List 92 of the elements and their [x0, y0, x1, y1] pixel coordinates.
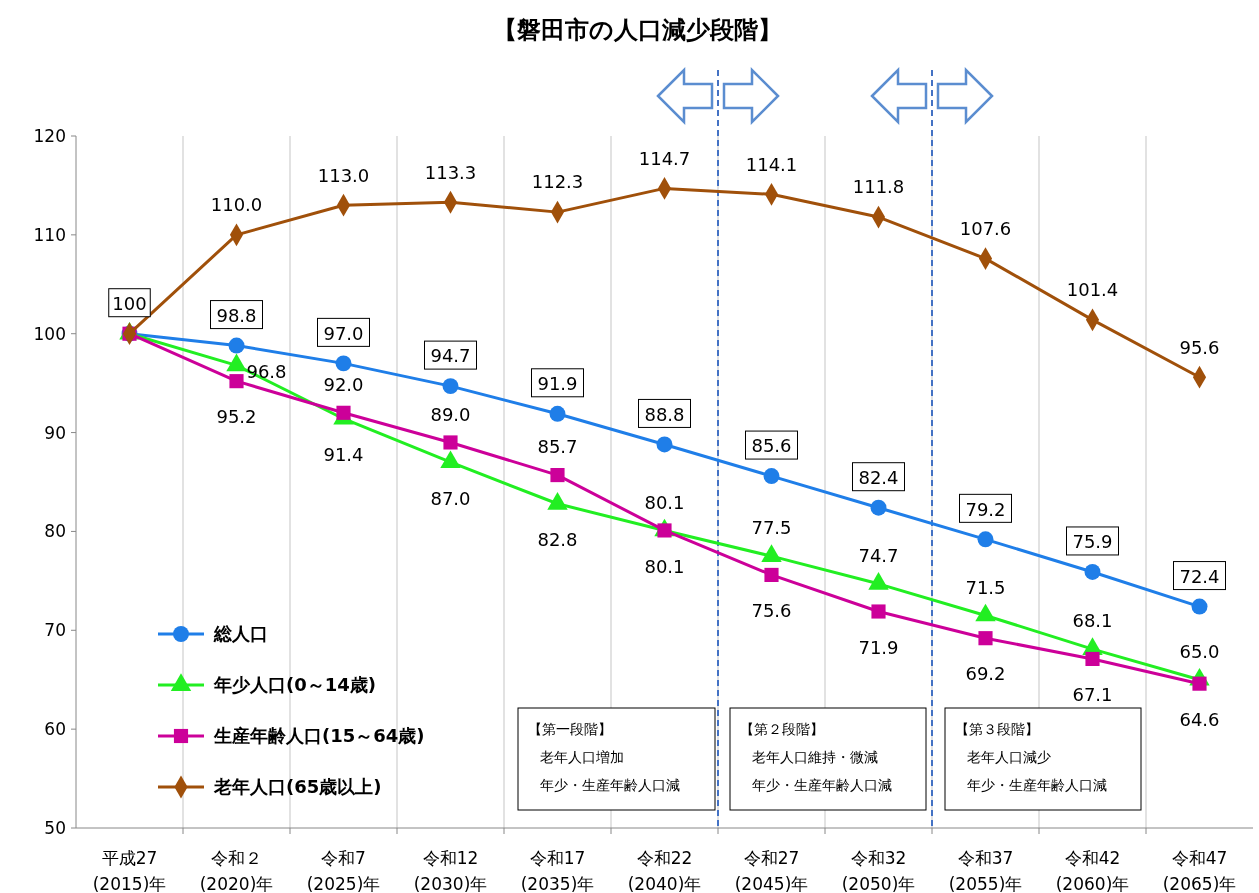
point [763, 468, 780, 485]
point [656, 436, 673, 453]
data-label: 96.8 [246, 360, 287, 382]
data-label: 95.6 [1179, 336, 1220, 358]
y-tick-label: 110 [33, 224, 66, 245]
annotation: 【第３段階】 [955, 721, 1039, 737]
point [1084, 564, 1101, 580]
data-label: 77.5 [751, 517, 792, 539]
data-label: 79.2 [965, 498, 1006, 520]
data-label: 65.0 [1179, 641, 1220, 663]
annotation: 年少・生産年齢人口減 [540, 777, 680, 793]
y-tick-label: 100 [33, 323, 66, 344]
x-tick-label: 平成27 (2015)年 [92, 848, 167, 893]
x-tick-label: 令和47 (2065)年 [1162, 848, 1237, 893]
point [550, 468, 565, 483]
y-tick-label: 60 [44, 719, 66, 740]
data-label: 113.3 [424, 161, 477, 183]
legend-label: 老年人口(65歳以上) [213, 776, 382, 798]
data-label: 71.5 [965, 576, 1006, 598]
data-label: 85.7 [537, 436, 578, 458]
legend-label: 年少人口(0～14歳) [213, 674, 377, 696]
x-tick-label: 令和7 (2025)年 [306, 848, 381, 893]
data-label: 92.0 [323, 374, 364, 396]
data-label: 100 [112, 293, 147, 315]
data-label: 114.1 [745, 153, 798, 175]
x-tick-label: 令和12 (2030)年 [413, 848, 488, 893]
data-label: 87.0 [430, 487, 471, 509]
x-tick-label: 令和27 (2045)年 [734, 848, 809, 893]
data-label: 64.6 [1179, 708, 1220, 730]
data-label: 89.0 [430, 403, 471, 425]
annotation: 年少・生産年齢人口減 [967, 777, 1107, 793]
point [442, 378, 459, 395]
point [977, 531, 994, 548]
y-tick-label: 70 [44, 620, 66, 641]
data-label: 98.8 [216, 304, 257, 326]
annotation: 【第一段階】 [528, 721, 612, 737]
point [1085, 651, 1100, 667]
data-label: 80.1 [644, 491, 685, 513]
data-label: 68.1 [1072, 610, 1113, 632]
data-label: 110.0 [210, 194, 263, 216]
y-tick-label: 80 [44, 521, 66, 542]
annotation: 【第２段階】 [740, 721, 824, 737]
x-tick-label: 令和37 (2055)年 [948, 848, 1023, 893]
data-label: 82.4 [858, 467, 899, 488]
point [871, 604, 886, 619]
x-tick-label: 令和42 (2060)年 [1055, 848, 1130, 893]
data-label: 80.1 [644, 555, 685, 577]
data-label: 112.3 [531, 171, 584, 193]
legend-label: 生産年齢人口(15～64歳) [213, 725, 425, 747]
x-tick-label: 令和32 (2050)年 [841, 848, 916, 893]
data-label: 107.6 [959, 217, 1012, 239]
data-label: 97.0 [323, 322, 364, 344]
data-label: 94.7 [430, 345, 471, 367]
data-label: 101.4 [1066, 279, 1119, 301]
data-label: 67.1 [1072, 684, 1113, 706]
y-tick-label: 90 [44, 422, 66, 443]
point [978, 631, 993, 646]
point [1191, 598, 1208, 615]
data-label: 95.2 [216, 406, 257, 428]
x-tick-label: 令和17 (2035)年 [520, 848, 595, 893]
x-tick-label: 令和２ (2020)年 [199, 848, 274, 893]
point [335, 355, 352, 372]
data-label: 111.8 [852, 176, 905, 198]
point [228, 337, 245, 354]
y-tick-label: 50 [44, 817, 66, 838]
data-label: 88.8 [644, 403, 685, 425]
data-label: 114.7 [638, 147, 691, 169]
data-label: 75.6 [751, 600, 792, 622]
point [336, 405, 351, 420]
annotation: 老年人口維持・微減 [752, 749, 878, 765]
data-label: 72.4 [1179, 565, 1220, 587]
point [549, 405, 566, 422]
data-label: 91.4 [323, 444, 364, 466]
y-tick-label: 120 [33, 125, 66, 146]
data-label: 69.2 [965, 663, 1006, 685]
legend-label: 総人口 [213, 623, 268, 645]
point [870, 499, 887, 516]
x-tick-label: 令和22 (2040)年 [627, 848, 702, 893]
data-label: 113.0 [317, 164, 370, 186]
annotation: 老年人口増加 [540, 749, 624, 765]
point [764, 567, 779, 582]
annotation: 年少・生産年齢人口減 [752, 777, 892, 793]
annotation: 老年人口減少 [967, 749, 1051, 765]
chart-title: 【磐田市の人口減少段階】 [493, 16, 782, 44]
point [229, 374, 244, 389]
point [443, 435, 458, 450]
data-label: 91.9 [537, 373, 578, 395]
data-label: 74.7 [858, 545, 899, 567]
data-label: 75.9 [1072, 531, 1113, 553]
data-label: 82.8 [537, 529, 578, 551]
data-label: 71.9 [858, 636, 899, 658]
data-label: 85.6 [751, 435, 792, 457]
